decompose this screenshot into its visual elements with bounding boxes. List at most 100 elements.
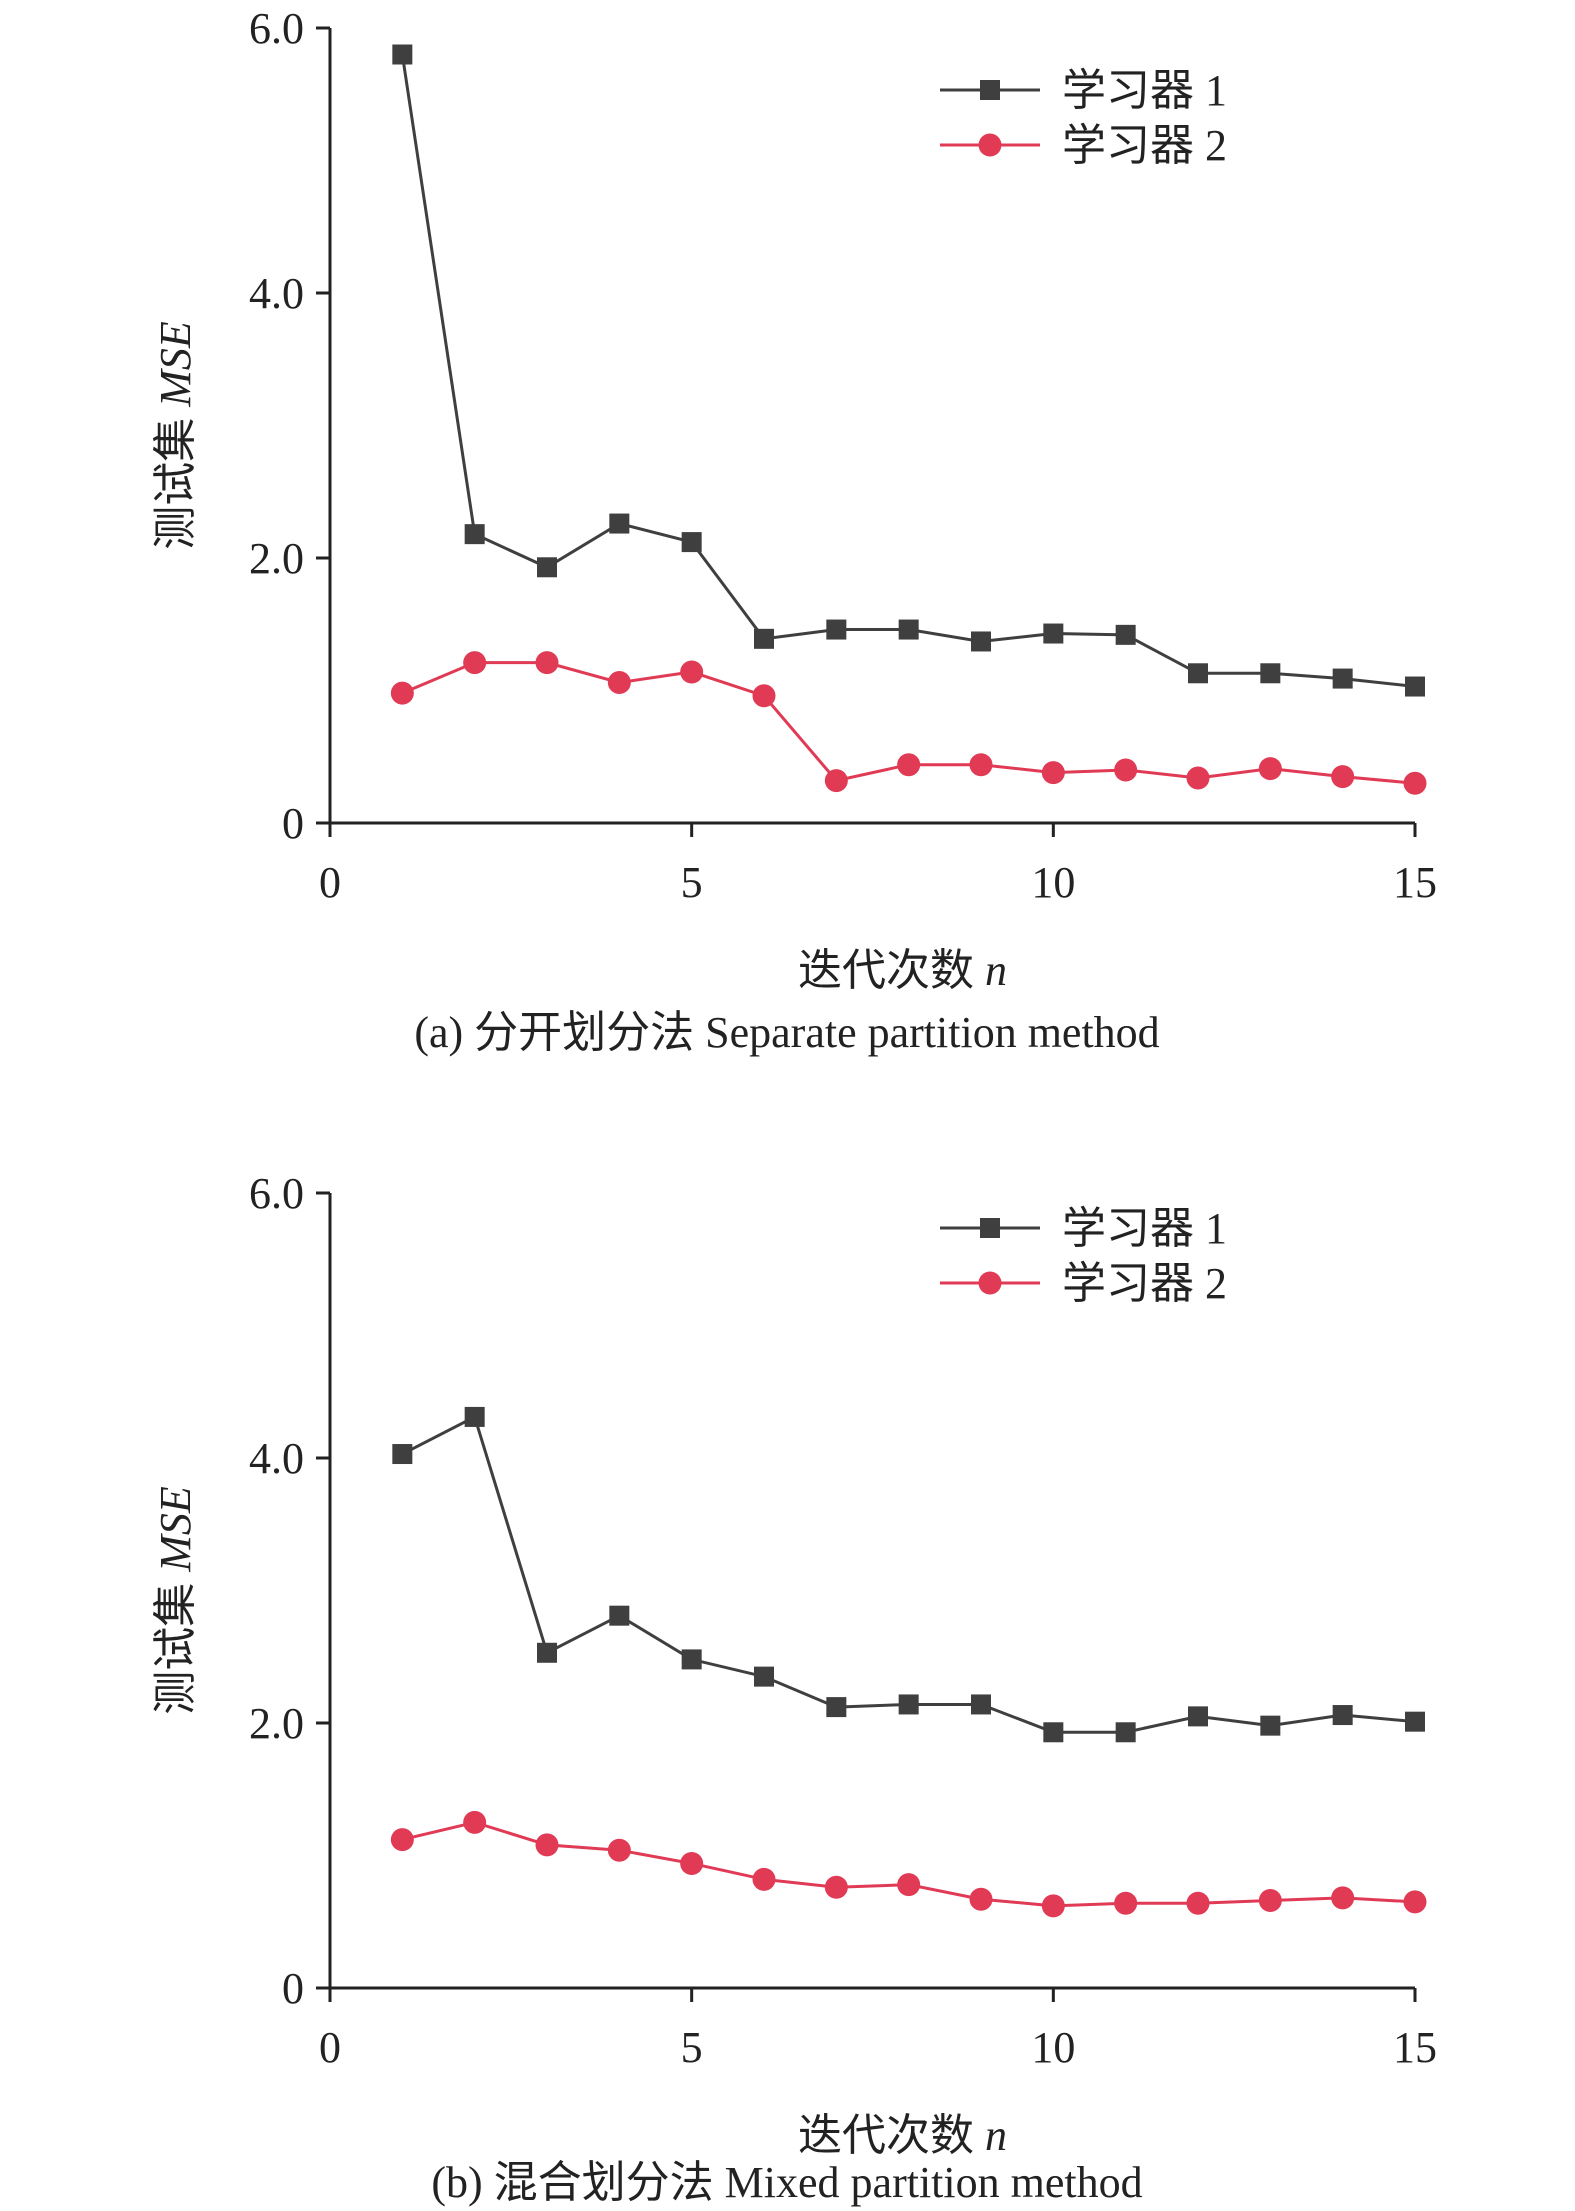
data-point — [609, 1605, 630, 1626]
legend-label: 学习器 2 — [1062, 1259, 1227, 1308]
legend-marker-square — [980, 1218, 1000, 1238]
legend-label: 学习器 1 — [1062, 1204, 1227, 1253]
data-point — [898, 619, 919, 640]
series-1 — [392, 44, 1425, 697]
chart-panel-b: 0 2.0 4.0 6.0 0 5 10 15 迭代次数 n 测试集 MSE 学习器 1 学习器 2 (… — [151, 1169, 1437, 2207]
data-point — [971, 631, 991, 652]
data-point — [464, 524, 485, 545]
series-2 — [390, 651, 1427, 795]
data-point — [971, 1694, 991, 1715]
data-point — [1186, 766, 1210, 790]
legend-label: 学习器 2 — [1062, 121, 1227, 170]
data-point — [1405, 1711, 1425, 1732]
y-tick-label: 0 — [282, 1964, 304, 2013]
data-point — [464, 1406, 485, 1427]
data-point — [392, 44, 413, 65]
data-point — [1332, 1705, 1353, 1726]
data-point — [1188, 1706, 1208, 1727]
data-point — [609, 513, 630, 534]
y-axis-title: 测试集 MSE — [151, 1486, 200, 1715]
data-point — [681, 532, 702, 553]
figure-caption: (a) 分开划分法 Separate partition method — [414, 1008, 1159, 1057]
x-axis-title: 迭代次数 n — [798, 946, 1007, 995]
chart-panel-a: 0 2.0 4.0 6.0 0 5 10 15 迭代次数 n 测试集 MSE 学习器 1 学习器 2 (… — [151, 4, 1437, 1057]
data-point — [1115, 1722, 1136, 1743]
data-point — [898, 1694, 919, 1715]
y-axis-title: 测试集 MSE — [151, 321, 200, 550]
data-point — [752, 684, 776, 708]
data-point — [1331, 1886, 1355, 1910]
data-point — [535, 651, 559, 675]
data-point — [1114, 758, 1138, 782]
data-point — [1260, 663, 1281, 684]
figure-caption: (b) 混合划分法 Mixed partition method — [431, 2158, 1142, 2207]
data-point — [969, 1887, 993, 1911]
data-point — [681, 1649, 702, 1670]
series-1 — [392, 1406, 1425, 1743]
legend-label: 学习器 1 — [1062, 66, 1227, 115]
x-tick-label: 10 — [1031, 858, 1075, 907]
data-point — [680, 1851, 704, 1875]
x-tick-label: 15 — [1393, 2023, 1437, 2072]
legend-marker-circle — [978, 1271, 1002, 1295]
data-point — [463, 1810, 487, 1834]
data-point — [535, 1833, 559, 1857]
legend-marker-circle — [978, 133, 1002, 157]
data-point — [754, 1666, 774, 1687]
legend: 学习器 1 学习器 2 — [940, 66, 1227, 170]
data-point — [463, 651, 487, 675]
data-point — [1258, 1889, 1282, 1913]
data-point — [607, 1838, 631, 1862]
series-1-line — [401, 1414, 1416, 1734]
y-tick-label: 4.0 — [249, 269, 304, 318]
data-point — [1403, 771, 1427, 795]
data-point — [752, 1867, 776, 1891]
series-1-line — [400, 54, 1416, 689]
data-point — [537, 1642, 557, 1663]
data-point — [1403, 1890, 1427, 1914]
data-point — [392, 1444, 413, 1465]
data-point — [1331, 765, 1355, 789]
data-point — [1114, 1891, 1138, 1915]
data-point — [607, 671, 631, 695]
data-point — [826, 619, 847, 640]
x-tick-label: 0 — [319, 2023, 341, 2072]
data-point — [824, 769, 848, 793]
x-tick-label: 0 — [319, 858, 341, 907]
data-point — [824, 1875, 848, 1899]
data-point — [897, 753, 921, 777]
data-point — [1115, 624, 1136, 645]
data-point — [390, 681, 414, 705]
x-tick-label: 10 — [1031, 2023, 1075, 2072]
data-point — [1186, 1891, 1210, 1915]
y-tick-label: 2.0 — [249, 534, 304, 583]
data-point — [680, 660, 704, 684]
y-tick-label: 4.0 — [249, 1434, 304, 1483]
x-tick-label: 15 — [1393, 858, 1437, 907]
series-2 — [390, 1810, 1427, 1918]
x-axis-title: 迭代次数 n — [798, 2111, 1007, 2160]
data-point — [897, 1873, 921, 1897]
y-tick-label: 6.0 — [249, 4, 304, 53]
legend-marker-square — [980, 80, 1000, 100]
data-point — [537, 557, 557, 578]
x-tick-label: 5 — [681, 2023, 703, 2072]
y-tick-label: 0 — [282, 799, 304, 848]
data-point — [1041, 1894, 1065, 1918]
x-tick-label: 5 — [681, 858, 703, 907]
data-point — [1043, 623, 1064, 644]
data-point — [1188, 663, 1208, 684]
data-point — [1041, 761, 1065, 785]
data-point — [1258, 757, 1282, 781]
data-point — [826, 1697, 847, 1718]
data-point — [390, 1828, 414, 1852]
data-point — [1332, 668, 1353, 689]
data-point — [969, 753, 993, 777]
legend: 学习器 1 学习器 2 — [940, 1204, 1227, 1308]
data-point — [1405, 676, 1425, 697]
y-tick-label: 6.0 — [249, 1169, 304, 1218]
data-point — [754, 628, 774, 649]
data-point — [1043, 1722, 1064, 1743]
data-point — [1260, 1715, 1281, 1736]
